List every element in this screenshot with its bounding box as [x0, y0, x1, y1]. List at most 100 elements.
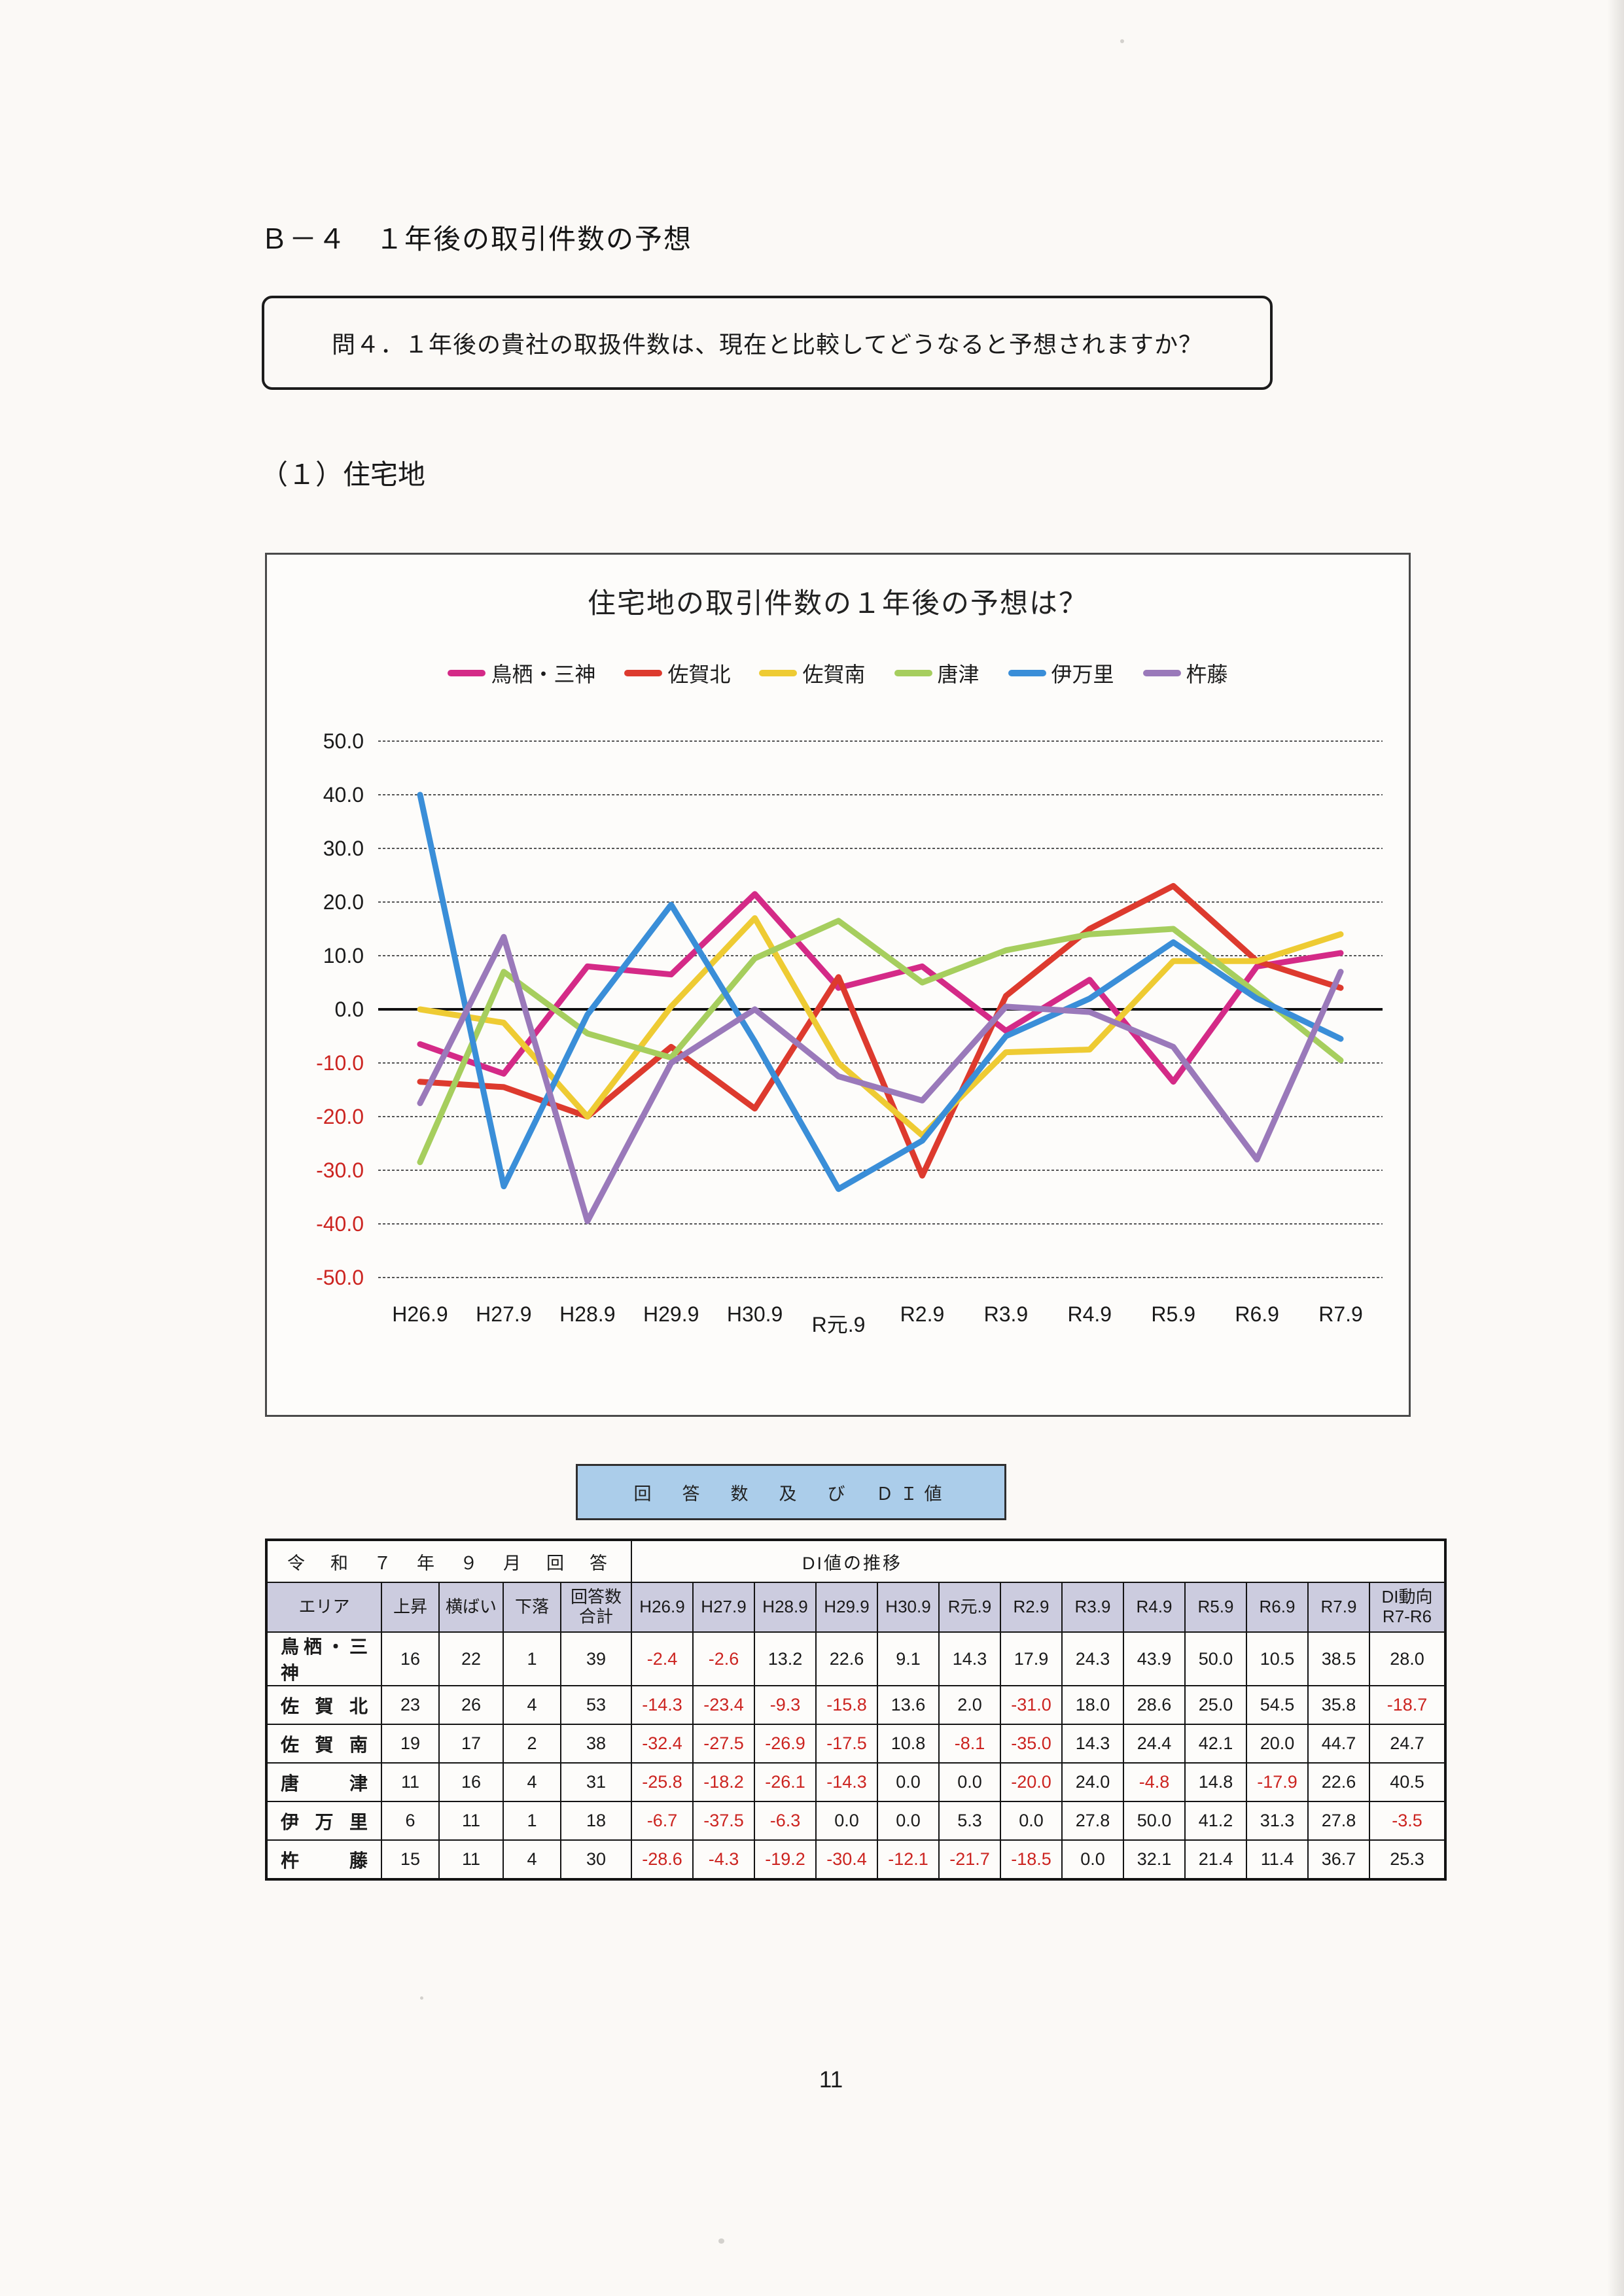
series-line	[417, 915, 1344, 1139]
up-count-cell: 19	[381, 1724, 440, 1764]
column-header-trend: DI動向 R7-R6	[1369, 1582, 1446, 1633]
flat-count-cell: 16	[438, 1762, 504, 1802]
di-value-cell: -8.1	[938, 1724, 1001, 1764]
line-chart-panel: 住宅地の取引件数の１年後の予想は？ 鳥栖・三神 佐賀北 佐賀南 唐津 伊万里 杵藤 50.…	[265, 553, 1411, 1417]
di-value-cell: -23.4	[692, 1685, 755, 1725]
legend-label: 佐賀南	[802, 663, 866, 686]
di-value-cell: -18.5	[1000, 1839, 1063, 1880]
area-name-cell: 佐賀北	[266, 1685, 382, 1725]
di-value-cell: 36.7	[1307, 1839, 1370, 1880]
y-axis-tick-label: -20.0	[316, 1105, 364, 1128]
di-value-cell: -20.0	[1000, 1762, 1063, 1802]
di-value-cell: 2.0	[938, 1685, 1001, 1725]
table-row: 佐賀北 23 26 4 53 -14.3 -23.4 -9.3 -15.8 13.6 2.0…	[266, 1685, 1446, 1725]
di-value-cell: 24.3	[1061, 1631, 1124, 1686]
di-value-cell: 14.3	[1061, 1724, 1124, 1764]
legend-color-swatch	[1142, 670, 1181, 676]
table-row: 伊万里 6 11 1 18 -6.7 -37.5 -6.3 0.0 0.0 5.3 0.0 27…	[266, 1801, 1446, 1841]
trend-value-cell: 40.5	[1369, 1762, 1446, 1802]
column-header: 横ばい	[438, 1582, 504, 1633]
column-header-period: R4.9	[1123, 1582, 1186, 1633]
di-value-cell: 42.1	[1184, 1724, 1247, 1764]
group-header-left: 令 和 ７ 年 ９ 月 回 答	[266, 1539, 632, 1583]
column-header-period: H27.9	[692, 1582, 755, 1633]
down-count-cell: 1	[503, 1801, 561, 1841]
scan-artifact	[420, 1996, 423, 2000]
table-banner-label: 回 答 数 及 び ＤＩ値	[633, 1484, 949, 1504]
di-value-cell: -4.8	[1123, 1762, 1186, 1802]
di-value-cell: 24.4	[1123, 1724, 1186, 1764]
di-value-cell: -4.3	[692, 1839, 755, 1880]
y-axis-tick-label: 20.0	[323, 890, 364, 914]
y-axis-tick-label: -30.0	[316, 1158, 364, 1182]
di-value-cell: 24.0	[1061, 1762, 1124, 1802]
column-header-period: R元.9	[938, 1582, 1001, 1633]
di-value-cell: -17.5	[815, 1724, 878, 1764]
di-value-cell: 0.0	[1000, 1801, 1063, 1841]
di-value-cell: 25.0	[1184, 1685, 1247, 1725]
di-value-cell: -21.7	[938, 1839, 1001, 1880]
legend-color-swatch	[448, 670, 486, 676]
total-count-cell: 53	[560, 1685, 632, 1725]
table-row: 鳥栖・三神 16 22 1 39 -2.4 -2.6 13.2 22.6 9.1 14.3 1…	[266, 1631, 1446, 1686]
di-value-cell: -9.3	[754, 1685, 817, 1725]
series-line	[417, 882, 1344, 1179]
down-count-cell: 1	[503, 1631, 561, 1686]
di-value-cell: 50.0	[1184, 1631, 1247, 1686]
legend-color-swatch	[894, 670, 932, 676]
table-group-header-row: 令 和 ７ 年 ９ 月 回 答 DI値の推移	[266, 1539, 1446, 1583]
di-value-cell: -14.3	[631, 1685, 694, 1725]
table-row: 唐津 11 16 4 31 -25.8 -18.2 -26.1 -14.3 0.0 0.0-…	[266, 1762, 1446, 1802]
total-count-cell: 38	[560, 1724, 632, 1764]
di-value-cell: -25.8	[631, 1762, 694, 1802]
di-value-cell: -30.4	[815, 1839, 878, 1880]
section-heading: Ｂ－４ １年後の取引件数の予想	[260, 224, 693, 254]
total-count-cell: 30	[560, 1839, 632, 1880]
y-axis-tick-label: -10.0	[316, 1051, 364, 1075]
series-line	[417, 933, 1344, 1225]
group-header-right: DI値の推移	[631, 1539, 1446, 1583]
di-value-cell: 21.4	[1184, 1839, 1247, 1880]
trend-value-cell: 25.3	[1369, 1839, 1446, 1880]
column-header-period: R2.9	[1000, 1582, 1063, 1633]
up-count-cell: 15	[381, 1839, 440, 1880]
flat-count-cell: 22	[438, 1631, 504, 1686]
x-axis-tick-label: H27.9	[476, 1302, 531, 1326]
di-value-cell: 27.8	[1307, 1801, 1370, 1841]
series-line	[417, 791, 1344, 1192]
di-value-cell: 22.6	[815, 1631, 878, 1686]
x-axis-tick-label: R元.9	[812, 1313, 866, 1336]
di-value-cell: 28.6	[1123, 1685, 1186, 1725]
di-value-cell: -31.0	[1000, 1685, 1063, 1725]
flat-count-cell: 26	[438, 1685, 504, 1725]
total-count-cell: 39	[560, 1631, 632, 1686]
di-value-cell: -26.9	[754, 1724, 817, 1764]
area-name-cell: 伊万里	[266, 1801, 382, 1841]
area-name-cell: 鳥栖・三神	[266, 1631, 382, 1686]
flat-count-cell: 11	[438, 1839, 504, 1880]
legend-color-swatch	[1008, 670, 1046, 676]
di-value-cell: 54.5	[1246, 1685, 1309, 1725]
legend-label: 伊万里	[1051, 663, 1114, 686]
di-value-cell: 41.2	[1184, 1801, 1247, 1841]
x-axis-tick-label: R3.9	[984, 1302, 1029, 1326]
up-count-cell: 11	[381, 1762, 440, 1802]
di-value-table: 令 和 ７ 年 ９ 月 回 答 DI値の推移 エリア 上昇 横ばい 下落 回答数 合計 H2…	[265, 1539, 1447, 1881]
di-value-cell: 50.0	[1123, 1801, 1186, 1841]
table-row: 佐賀南 19 17 2 38 -32.4 -27.5 -26.9 -17.5 10.8 -8…	[266, 1724, 1446, 1764]
column-header: 上昇	[381, 1582, 440, 1633]
area-name-cell: 佐賀南	[266, 1724, 382, 1764]
di-value-cell: -37.5	[692, 1801, 755, 1841]
column-header-period: H30.9	[877, 1582, 940, 1633]
column-header-period: R3.9	[1061, 1582, 1124, 1633]
legend-item: 佐賀南	[759, 658, 866, 688]
chart-legend: 鳥栖・三神 佐賀北 佐賀南 唐津 伊万里 杵藤	[267, 658, 1409, 688]
di-value-cell: 0.0	[815, 1801, 878, 1841]
column-header-period: R7.9	[1307, 1582, 1370, 1633]
trend-value-cell: 28.0	[1369, 1631, 1446, 1686]
table-banner: 回 答 数 及 び ＤＩ値	[576, 1464, 1006, 1520]
column-header-area: エリア	[266, 1582, 382, 1633]
legend-label: 鳥栖・三神	[491, 663, 596, 686]
legend-label: 唐津	[937, 663, 980, 686]
down-count-cell: 4	[503, 1762, 561, 1802]
